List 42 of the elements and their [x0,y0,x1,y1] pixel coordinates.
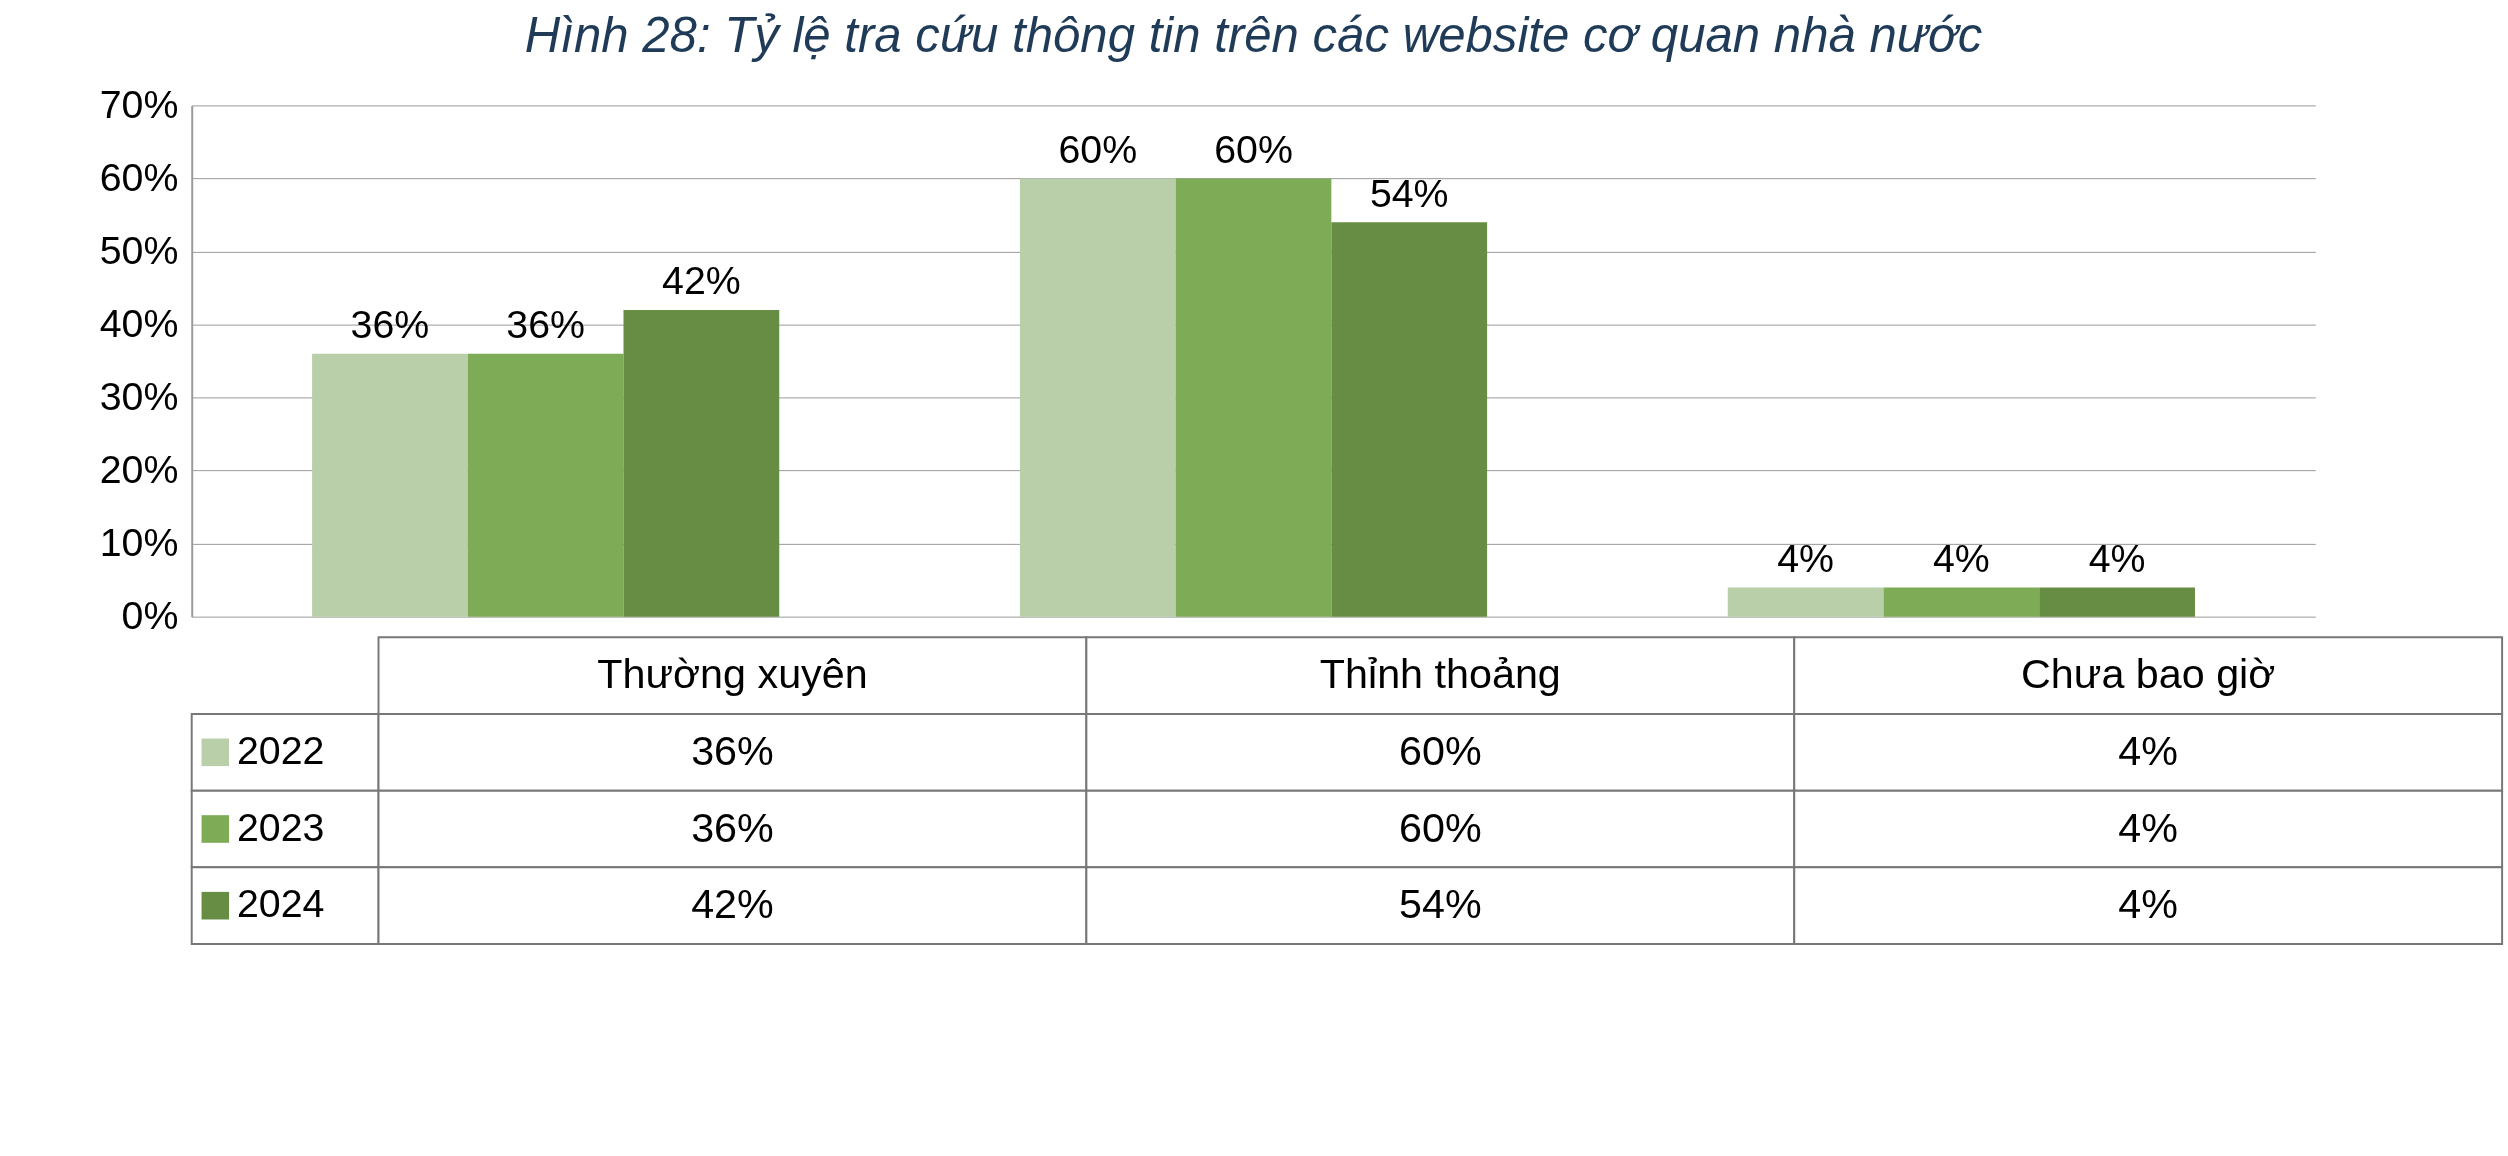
legend-label: 2023 [236,804,325,849]
text: 60% [1214,126,1293,171]
chart-title: Hình 28: Tỷ lệ tra cứu thông tin trên các website cơ quan nhà nước [524,8,1983,63]
bar [623,309,780,617]
x-tick-label: Chưa bao giờ [2020,651,2276,698]
bar [1019,178,1176,617]
data-label: 36% [691,728,774,775]
data-label: 60% [1398,728,1482,775]
bar [2039,587,2195,617]
text: 42% [662,258,741,303]
data-label: 4% [2118,804,2179,851]
y-tick-label: 70% [99,81,179,126]
text: 4% [1932,535,1990,580]
text: 36% [350,301,430,346]
y-tick-label: 20% [99,446,179,491]
data-label: 36% [691,804,774,851]
y-tick-label: 0% [121,592,179,637]
bar [1331,222,1488,617]
y-tick-label: 10% [99,519,179,564]
legend-label: 2024 [236,881,325,926]
data-label: 60% [1398,804,1482,851]
data-label: 4% [2118,881,2179,928]
x-tick-label: Thỉnh thoảng [1319,651,1561,698]
y-tick-label: 50% [99,227,179,272]
text: 4% [1777,535,1835,580]
y-tick-label: 60% [99,154,179,199]
text: 54% [1369,170,1449,215]
bar [1175,178,1332,617]
data-label: 54% [1398,881,1482,928]
legend-label: 2022 [236,728,325,773]
y-tick-label: 30% [99,373,179,418]
text: 60% [1058,126,1138,171]
data-label: 42% [691,881,774,928]
x-tick-label: Thường xuyên [597,651,868,698]
text: 36% [506,301,585,346]
y-tick-label: 40% [99,300,179,345]
data-label: 4% [2118,728,2179,775]
bar [312,353,468,617]
bar [1727,587,1884,617]
bar [1883,587,2040,617]
text: 4% [2088,535,2146,580]
bar [467,353,624,617]
